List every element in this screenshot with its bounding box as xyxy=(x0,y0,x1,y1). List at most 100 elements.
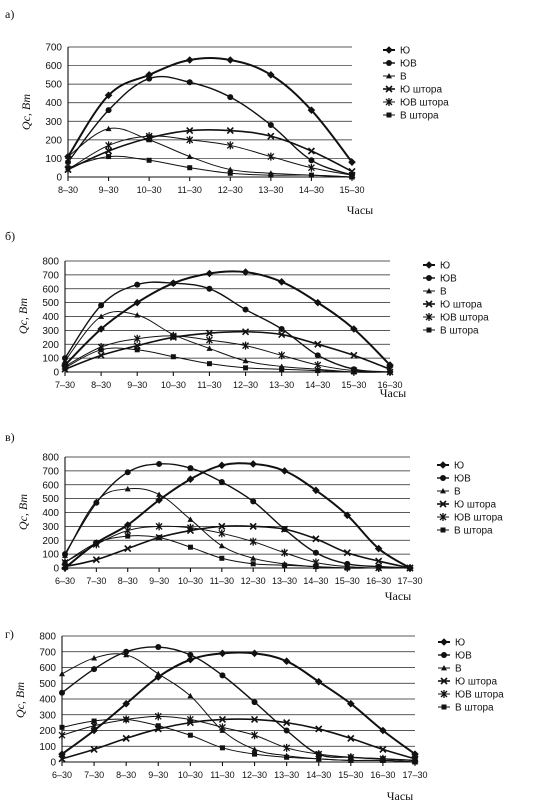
data-point xyxy=(379,745,387,753)
legend-marker xyxy=(386,112,392,118)
x-axis-label: Часы xyxy=(380,386,407,400)
chart-panel-2: б) 0 100 200 300 400 500 600 700 800 7–30 8–30 9–30 1… xyxy=(5,229,489,400)
legend-marker xyxy=(441,704,447,710)
data-point xyxy=(277,278,286,286)
data-point xyxy=(206,361,212,367)
y-tick-label: 300 xyxy=(42,326,59,337)
legend-label: Ю xyxy=(440,261,450,272)
legend-label: Ю xyxy=(454,461,464,472)
data-point xyxy=(374,544,383,553)
y-tick-label: 600 xyxy=(39,663,56,674)
chart-panel-3: в) 0 100 200 300 400 500 600 700 800 6–30 7–30 8–30 9… xyxy=(5,430,503,603)
data-point xyxy=(186,655,195,664)
data-point xyxy=(154,712,162,721)
y-axis-label: Qc, Вт xyxy=(13,682,27,718)
data-point xyxy=(250,561,256,567)
data-point xyxy=(90,745,98,753)
x-tick-label: 13–30 xyxy=(272,576,297,586)
y-tick-label: 600 xyxy=(45,61,62,72)
y-tick-label: 400 xyxy=(42,508,59,519)
series-line xyxy=(61,653,416,763)
data-point xyxy=(307,106,316,114)
x-tick-label: 8–30 xyxy=(58,185,78,195)
data-point xyxy=(62,559,68,565)
data-point xyxy=(219,745,225,751)
data-point xyxy=(344,565,350,571)
y-tick-label: 400 xyxy=(42,312,59,323)
y-tick-label: 700 xyxy=(45,43,62,54)
data-point xyxy=(62,552,68,558)
data-point xyxy=(170,280,177,287)
legend-label: В xyxy=(454,487,461,498)
data-point xyxy=(186,523,194,532)
data-point xyxy=(218,723,226,732)
data-point xyxy=(314,361,322,370)
x-tick-label: 13–30 xyxy=(274,770,299,780)
series-line xyxy=(64,535,410,569)
chart-panel-1: а) 0 100 200 300 400 500 600 700 8–30 9–30 10–30 11–… xyxy=(5,7,449,217)
legend-label: Ю штора xyxy=(440,300,482,311)
data-point xyxy=(284,754,290,760)
y-tick-label: 300 xyxy=(39,710,56,721)
data-point xyxy=(123,521,132,529)
series-line xyxy=(64,462,411,569)
data-point xyxy=(380,757,386,763)
data-point xyxy=(219,672,226,679)
data-point xyxy=(241,328,250,336)
data-point xyxy=(133,298,142,307)
x-tick-label: 14–30 xyxy=(306,770,331,780)
data-point xyxy=(123,716,129,722)
data-point xyxy=(252,751,258,757)
y-tick-label: 500 xyxy=(39,679,56,690)
series-line xyxy=(64,347,391,373)
data-point xyxy=(97,351,105,359)
x-tick-label: 12–30 xyxy=(241,576,266,586)
data-point xyxy=(105,147,113,155)
y-tick-label: 0 xyxy=(50,758,56,769)
data-point xyxy=(186,475,195,483)
y-tick-label: 100 xyxy=(39,742,56,753)
data-point xyxy=(187,732,193,738)
panel-label: в) xyxy=(5,430,15,444)
data-point xyxy=(90,726,98,735)
data-point xyxy=(350,325,358,333)
data-point xyxy=(280,467,289,475)
data-point xyxy=(186,127,194,135)
data-point xyxy=(281,548,289,557)
series-line xyxy=(64,525,411,569)
y-axis-label: Qc, Вт xyxy=(16,494,30,530)
series-line xyxy=(64,335,391,373)
data-point xyxy=(387,369,393,375)
data-point xyxy=(133,334,141,343)
y-tick-label: 200 xyxy=(39,726,56,737)
data-point xyxy=(156,460,163,467)
data-point xyxy=(249,460,257,468)
series-line xyxy=(67,135,353,176)
data-point xyxy=(187,516,194,522)
data-point xyxy=(251,746,258,752)
data-point xyxy=(283,719,291,727)
x-tick-label: 11–30 xyxy=(210,770,234,780)
data-point xyxy=(91,666,98,673)
data-point xyxy=(145,132,153,141)
data-point xyxy=(106,154,112,160)
data-point xyxy=(124,545,132,553)
legend-marker xyxy=(440,677,448,685)
data-point xyxy=(312,549,319,556)
legend-label: ЮВ штора xyxy=(400,98,449,109)
data-point xyxy=(411,750,419,758)
series-line xyxy=(61,646,416,762)
data-point xyxy=(206,345,213,351)
data-point xyxy=(155,496,163,504)
data-point xyxy=(307,163,315,172)
data-point xyxy=(250,498,257,505)
x-tick-label: 17–30 xyxy=(397,576,422,586)
data-point xyxy=(59,670,65,677)
y-tick-label: 200 xyxy=(45,135,62,146)
y-tick-label: 0 xyxy=(53,564,59,575)
legend-marker xyxy=(441,665,447,671)
data-point xyxy=(122,734,130,742)
data-point xyxy=(314,340,322,348)
data-point xyxy=(105,107,112,114)
